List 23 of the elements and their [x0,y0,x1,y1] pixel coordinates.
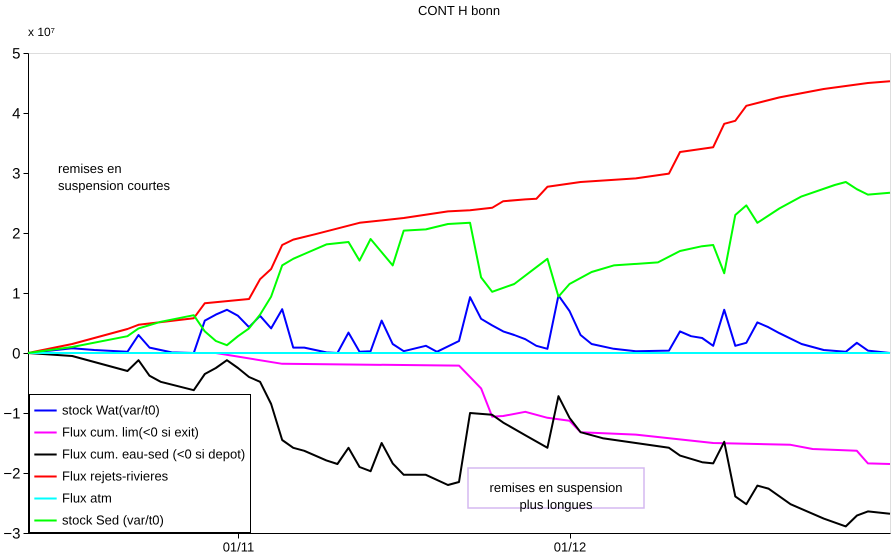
annotation: remises en suspension plus longues [490,480,622,512]
legend-label: Flux atm [62,490,112,506]
y-tick-label: 2 [12,226,20,242]
y-tick-label: 3 [12,166,20,182]
line-series [27,181,891,354]
legend-label: Flux cum. eau-sed (<0 si depot) [62,446,246,462]
x-tick-label: 01/12 [554,540,586,554]
legend-label: stock Wat(var/t0) [62,402,160,418]
y-tick-label: 4 [12,106,20,122]
legend-label: Flux cum. lim(<0 si exit) [62,424,199,440]
line-series [27,80,891,354]
annotation: remises en suspension courtes [58,161,171,193]
legend-label: Flux rejets-rivieres [62,468,169,484]
x-tick-label: 01/11 [222,540,254,554]
y-tick-label: −3 [3,526,20,542]
y-tick-label: 1 [12,286,20,302]
y-tick-label: −2 [3,466,20,482]
y-tick-label: 5 [12,46,20,62]
y-tick-label: 0 [12,346,20,362]
text: x 10⁷ [28,25,56,39]
legend-label: stock Sed (var/t0) [62,512,164,528]
chart-title: CONT H bonn [418,3,500,18]
y-tick-label: −1 [3,406,20,422]
